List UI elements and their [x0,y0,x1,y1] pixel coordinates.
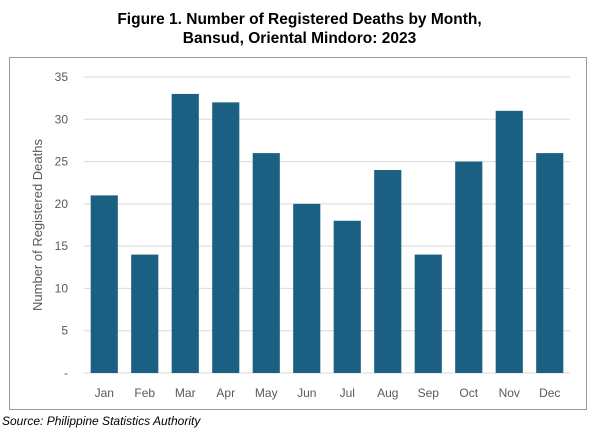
bar-apr [212,102,240,373]
bar-oct [455,161,483,373]
x-tick-label: Aug [377,386,398,400]
y-tick-label: - [64,366,68,380]
y-tick-label: 15 [55,239,69,253]
x-tick-label: Sep [418,386,440,400]
x-tick-label: Apr [216,386,235,400]
y-tick-labels: - 5 10 15 20 25 30 35 [55,70,69,380]
bar-aug [374,170,402,373]
bars [90,93,564,374]
x-tick-label: Jan [95,386,114,400]
bar-nov [495,110,523,373]
x-tick-labels: Jan Feb Mar Apr May Jun Jul Aug Sep Oct Nov Dec [95,386,561,400]
x-tick-label: May [255,386,278,400]
y-tick-label: 5 [61,324,68,338]
chart-title-line-1: Figure 1. Number of Registered Deaths by… [117,11,482,28]
bar-may [252,153,280,373]
bar-jan [90,195,118,373]
y-tick-label: 25 [55,155,69,169]
x-tick-label: Nov [499,386,520,400]
chart-title: Figure 1. Number of Registered Deaths by… [0,10,599,48]
bar-feb [131,254,159,373]
x-tick-label: Jul [340,386,355,400]
source-note: Source: Philippine Statistics Authority [2,414,201,428]
x-tick-label: Oct [459,386,478,400]
y-axis-label: Number of Registered Deaths [30,139,45,311]
y-tick-label: 10 [55,281,69,295]
y-tick-label: 30 [55,112,69,126]
bar-mar [171,93,199,374]
chart-title-line-2: Bansud, Oriental Mindoro: 2023 [182,30,417,47]
x-tick-label: Feb [134,386,155,400]
bar-jul [333,220,361,373]
bar-dec [536,153,564,373]
bar-sep [414,254,442,373]
x-tick-label: Mar [175,386,196,400]
y-tick-label: 20 [55,197,69,211]
gridlines [84,76,570,374]
x-tick-label: Jun [297,386,316,400]
y-tick-label: 35 [55,70,69,84]
x-tick-label: Dec [539,386,560,400]
bar-jun [293,203,321,373]
